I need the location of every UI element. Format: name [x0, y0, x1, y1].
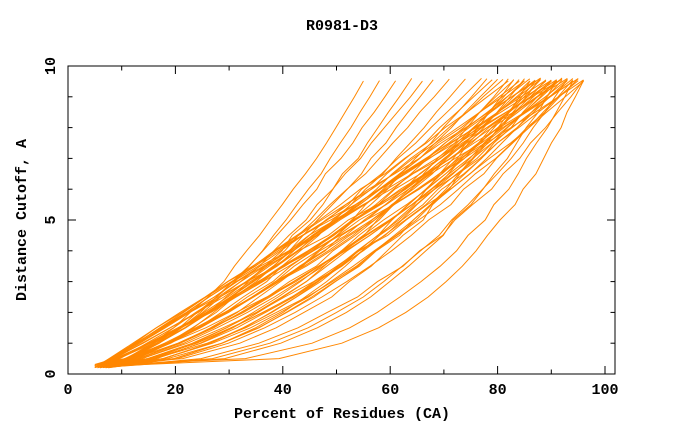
model-curve [94, 78, 563, 368]
curves-layer [94, 77, 584, 369]
y-axis-label: Distance Cutoff, A [14, 139, 31, 301]
model-curve [97, 80, 509, 366]
x-axis-label: Percent of Residues (CA) [234, 406, 450, 423]
model-curve [97, 80, 536, 369]
model-curve [102, 80, 579, 369]
model-curve [102, 79, 552, 367]
model-curve [99, 78, 579, 367]
x-tick-label: 20 [166, 382, 184, 399]
model-curve [94, 77, 482, 366]
plot-border [67, 65, 616, 375]
model-curve [94, 80, 531, 368]
tick-labels-layer: 0 20 40 60 80 100 0 5 10 [43, 57, 619, 399]
model-curve [97, 79, 547, 367]
model-curve [99, 78, 563, 368]
model-curve [97, 80, 525, 365]
model-curve [105, 78, 579, 366]
y-tick-label: 0 [43, 369, 60, 378]
x-tick-label: 100 [591, 382, 618, 399]
model-curve [97, 78, 413, 369]
model-curve [97, 79, 584, 367]
x-tick-label: 0 [63, 382, 72, 399]
model-curve [97, 77, 568, 366]
model-curve [100, 79, 434, 367]
model-curve [100, 80, 584, 367]
chart-title: R0981-D3 [306, 18, 378, 35]
x-tick-label: 40 [274, 382, 292, 399]
model-curve [105, 80, 584, 367]
model-curve [97, 78, 498, 366]
model-curve [102, 79, 536, 368]
model-curve [102, 80, 558, 368]
model-curve [97, 79, 557, 368]
y-tick-label: 10 [43, 57, 60, 75]
model-curve [100, 80, 397, 367]
y-tick-label: 5 [43, 215, 60, 224]
model-curve [102, 80, 558, 368]
x-tick-label: 80 [489, 382, 507, 399]
model-curve [102, 80, 574, 366]
model-curve [105, 79, 584, 368]
axes-layer [67, 65, 616, 375]
model-curve [97, 80, 380, 367]
x-tick-label: 60 [381, 382, 399, 399]
